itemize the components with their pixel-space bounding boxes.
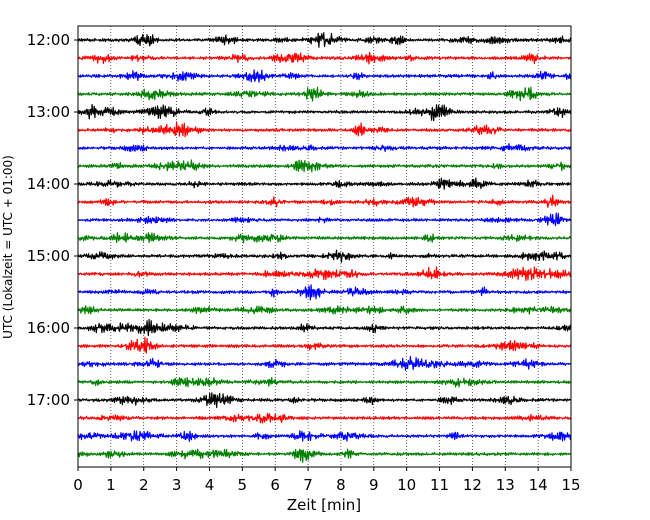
y-axis-label: UTC (Lokalzeit = UTC + 01:00) — [1, 155, 15, 339]
seismogram-trace — [77, 143, 572, 152]
seismogram-trace — [77, 266, 572, 282]
y-tick-label: 17:00 — [27, 391, 70, 409]
x-tick-label: 8 — [336, 476, 346, 494]
seismogram-trace — [77, 159, 572, 173]
y-axis: 12:00 13:00 14:00 15:00 16:00 17:00 — [27, 31, 78, 409]
x-tick-label: 1 — [106, 476, 116, 494]
x-tick-label: 11 — [430, 476, 449, 494]
x-tick-label: 14 — [529, 476, 548, 494]
plot-frame — [77, 25, 572, 468]
y-tick-label: 14:00 — [27, 175, 70, 193]
seismogram-trace — [77, 86, 572, 102]
x-tick-label: 0 — [73, 476, 83, 494]
seismogram-trace — [77, 103, 572, 122]
y-tick-label: 15:00 — [27, 247, 70, 265]
seismogram-trace — [77, 412, 572, 424]
x-axis-label: Zeit [min] — [287, 496, 361, 514]
x-tick-label: 13 — [496, 476, 515, 494]
x-tick-label: 7 — [303, 476, 313, 494]
x-tick-label: 6 — [270, 476, 280, 494]
y-tick-label: 12:00 — [27, 31, 70, 49]
x-tick-label: 3 — [172, 476, 182, 494]
seismogram-trace — [77, 305, 572, 315]
seismogram-trace — [77, 232, 572, 244]
seismogram-trace — [77, 318, 572, 337]
seismogram-trace — [77, 51, 572, 65]
x-tick-label: 2 — [139, 476, 149, 494]
y-tick-label: 16:00 — [27, 319, 70, 337]
seismogram-trace — [77, 194, 572, 208]
seismogram-trace — [77, 430, 572, 442]
x-tick-label: 15 — [561, 476, 580, 494]
seismogram-trace — [77, 392, 572, 409]
x-tick-label: 10 — [397, 476, 416, 494]
x-tick-label: 4 — [205, 476, 215, 494]
x-tick-label: 12 — [463, 476, 482, 494]
seismogram-traces — [77, 32, 572, 463]
seismogram-trace — [77, 212, 572, 227]
seismogram-trace — [77, 177, 572, 190]
seismogram-trace — [77, 249, 572, 263]
seismogram-trace — [77, 32, 572, 48]
x-tick-label: 9 — [369, 476, 379, 494]
y-tick-label: 13:00 — [27, 103, 70, 121]
seismogram-trace — [77, 69, 572, 83]
seismogram-trace — [77, 284, 572, 301]
seismogram-trace — [77, 355, 572, 371]
seismogram-trace — [77, 377, 572, 388]
x-axis: 0 1 2 3 4 5 6 7 8 9 10 11 12 13 14 15 — [73, 467, 581, 494]
seismogram-trace — [77, 336, 572, 354]
x-tick-label: 5 — [238, 476, 248, 494]
seismogram-trace — [77, 121, 572, 138]
seismogram-trace — [77, 448, 572, 463]
